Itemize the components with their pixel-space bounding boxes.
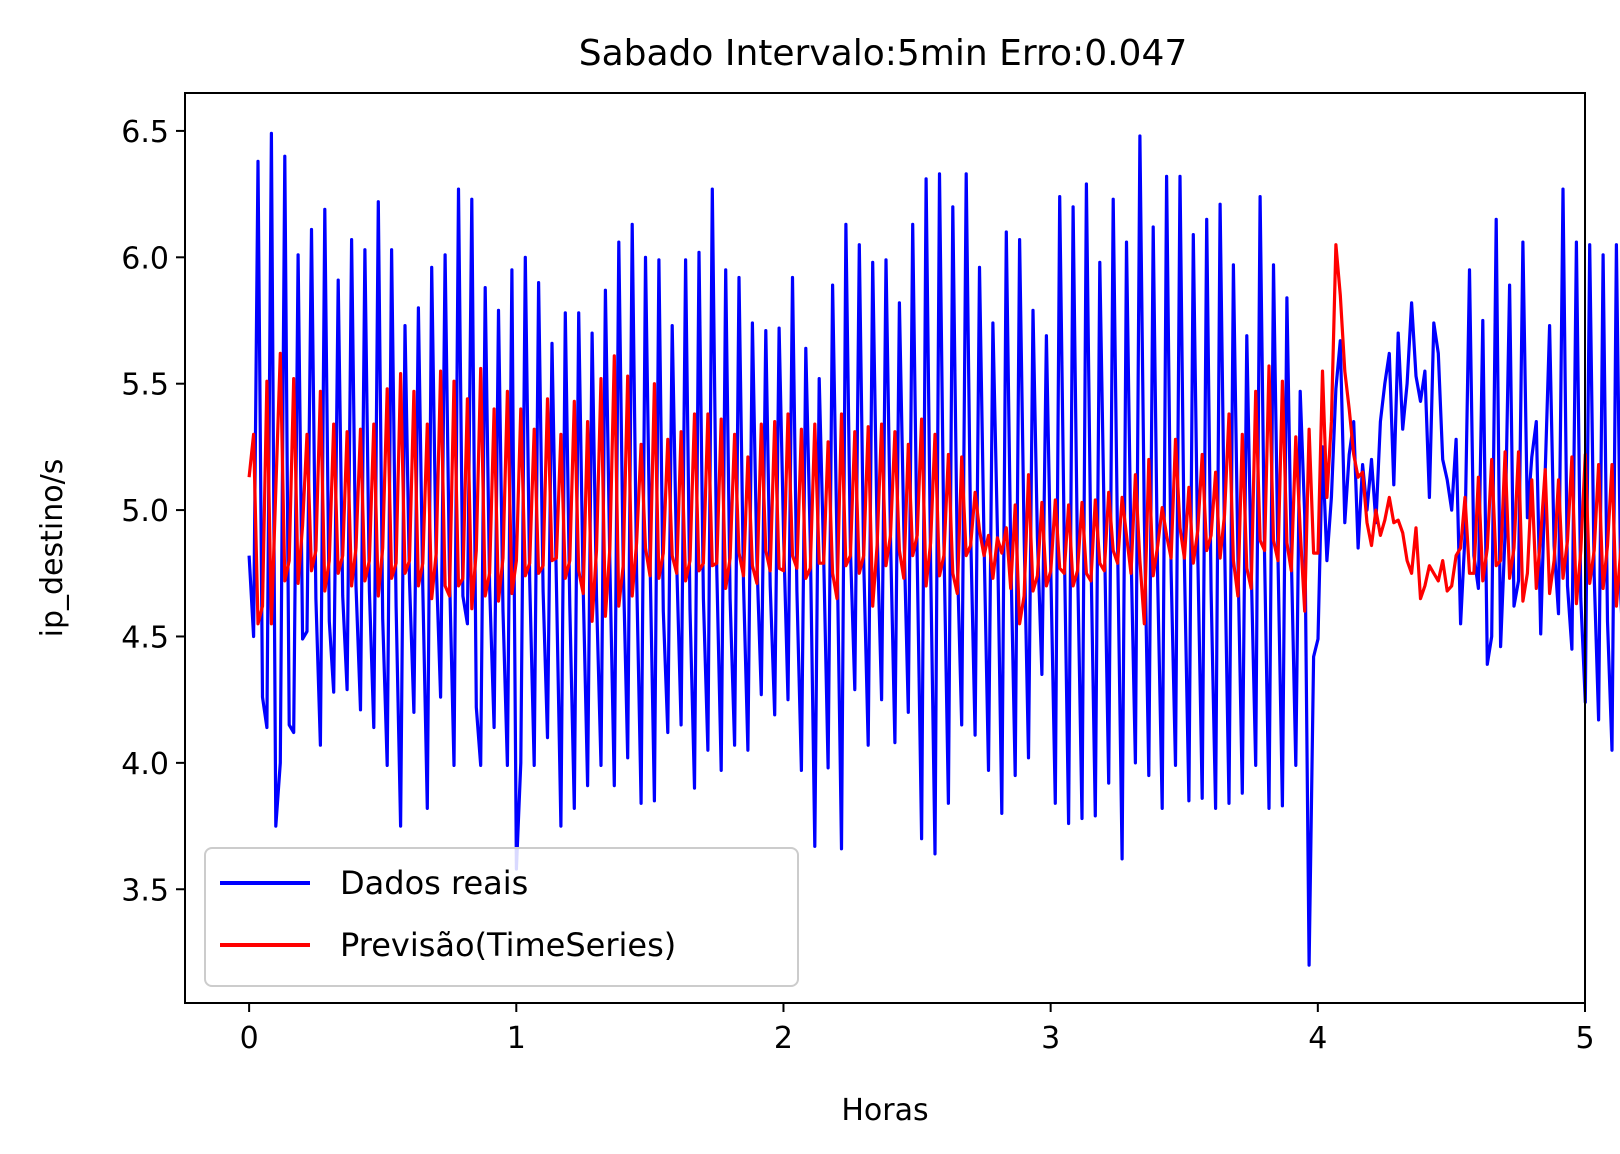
x-tick-label: 0 (240, 1021, 259, 1056)
series-line-previsao (247, 243, 1620, 626)
y-tick-label: 4.5 (121, 620, 169, 655)
y-tick-label: 5.5 (121, 368, 169, 403)
legend: Dados reais Previsão(TimeSeries) (204, 847, 799, 987)
series-line-dados-reais (247, 131, 1620, 967)
y-tick-label: 6.5 (121, 115, 169, 150)
x-tick-label: 5 (1575, 1021, 1594, 1056)
y-tick-label: 5.0 (121, 494, 169, 529)
x-tick-label: 4 (1308, 1021, 1327, 1056)
y-tick-label: 3.5 (121, 873, 169, 908)
x-tick-label: 2 (774, 1021, 793, 1056)
series-layer (247, 131, 1620, 967)
plot-frame (184, 92, 1586, 1004)
legend-label-previsao: Previsão(TimeSeries) (340, 926, 676, 964)
x-axis-label: Horas (841, 1093, 928, 1128)
x-tick-label: 1 (507, 1021, 526, 1056)
x-axis: 0 1 2 3 4 5 (240, 1003, 1595, 1056)
y-axis-label: ip_destino/s (35, 459, 70, 638)
x-tick-label: 3 (1041, 1021, 1060, 1056)
y-axis: 3.5 4.0 4.5 5.0 5.5 6.0 6.5 (121, 115, 185, 908)
legend-label-dados-reais: Dados reais (340, 864, 528, 902)
y-tick-label: 6.0 (121, 241, 169, 276)
y-tick-label: 4.0 (121, 747, 169, 782)
legend-box (204, 847, 799, 987)
chart-title: Sabado Intervalo:5min Erro:0.047 (579, 33, 1188, 74)
